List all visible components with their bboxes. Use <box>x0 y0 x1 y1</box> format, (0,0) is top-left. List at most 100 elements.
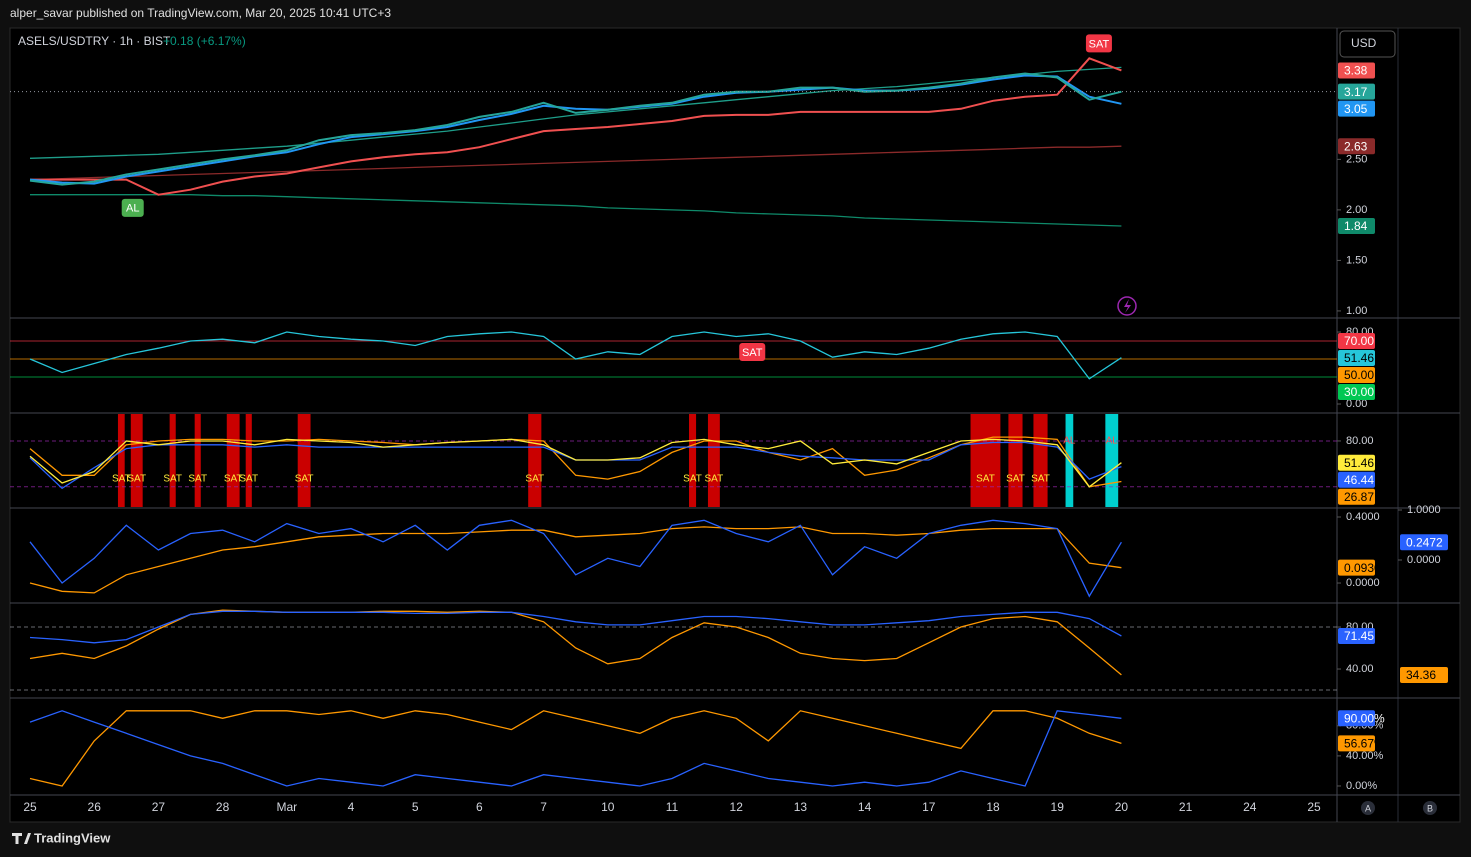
series-line <box>29 609 1122 676</box>
annotation-box <box>1085 34 1112 53</box>
x-tick-label: 5 <box>412 800 419 814</box>
x-tick-label: 10 <box>601 800 615 814</box>
header-text: alper_savar published on TradingView.com… <box>10 6 391 20</box>
series-line <box>29 438 1122 488</box>
price-label: 51.46 <box>1344 351 1374 365</box>
y-tick-label: 1.00 <box>1346 305 1367 317</box>
logo <box>12 833 31 844</box>
signal-band <box>1008 414 1023 507</box>
price-label: 1.84 <box>1344 219 1368 233</box>
price-label-box <box>1338 62 1375 79</box>
signal-band <box>970 414 1001 507</box>
x-tick-label: 19 <box>1051 800 1065 814</box>
signal-label: SAT <box>163 474 182 485</box>
price-label: 56.67% <box>1344 737 1385 751</box>
series-line <box>29 610 1122 644</box>
x-tick-label: 7 <box>540 800 547 814</box>
y-tick-label: 0.00 <box>1346 398 1367 410</box>
x-tick-label: 27 <box>152 800 166 814</box>
axis-button-label[interactable]: A <box>1365 803 1371 813</box>
signal-label: SAT <box>295 474 314 485</box>
series-line <box>29 436 1122 488</box>
price-label-box <box>1338 735 1375 752</box>
series-line <box>29 710 1122 787</box>
price-label: 51.46 <box>1344 456 1374 470</box>
price-label-box <box>1338 138 1375 155</box>
signal-band <box>689 414 697 507</box>
signal-band <box>226 414 240 507</box>
axis-button[interactable] <box>1361 801 1375 815</box>
signal-label: SAT <box>976 474 995 485</box>
price-label: 0.2472 <box>1406 535 1443 549</box>
x-tick-label: 26 <box>88 800 102 814</box>
x-tick-label: 6 <box>476 800 483 814</box>
price-label-box <box>1400 666 1448 683</box>
x-tick-label: 12 <box>730 800 744 814</box>
x-tick-label: 25 <box>23 800 37 814</box>
series-line <box>30 194 1122 227</box>
y-tick-label: 40.00% <box>1346 750 1384 762</box>
signal-label: SAT <box>683 474 702 485</box>
price-label-box <box>1338 559 1375 576</box>
signal-label: SAT <box>525 474 544 485</box>
price-label: 3.17 <box>1344 85 1368 99</box>
signal-band <box>245 414 252 507</box>
price-label: 71.45 <box>1344 629 1374 643</box>
annotation-label: SAT <box>1089 38 1110 50</box>
signal-band <box>1033 414 1048 507</box>
series-line <box>30 57 1122 196</box>
signal-band <box>117 414 125 507</box>
price-label-box <box>1338 100 1375 117</box>
signal-label: SAT <box>705 474 724 485</box>
signal-band <box>194 414 201 507</box>
series-line <box>29 526 1122 594</box>
price-label-box <box>1338 218 1375 235</box>
y-tick-label: 0.00% <box>1346 780 1377 792</box>
y-tick-label: 2.00 <box>1346 204 1367 216</box>
x-tick-label: 24 <box>1243 800 1257 814</box>
price-label-box <box>1338 333 1375 350</box>
x-tick-label: 18 <box>986 800 1000 814</box>
y-tick-label: 40.00 <box>1346 663 1374 675</box>
change: +0.18 (+6.17%) <box>163 34 246 48</box>
series-line <box>29 145 1122 181</box>
signal-label: SAT <box>1031 474 1050 485</box>
y2-tick-label: 0.0000 <box>1407 554 1441 566</box>
series-line <box>29 519 1122 598</box>
y2-tick-label: 1.0000 <box>1407 504 1441 516</box>
price-label-box <box>1338 488 1375 505</box>
signal-band <box>130 414 143 507</box>
annotation-label: AL <box>126 203 139 215</box>
y-tick-label: 1.50 <box>1346 254 1367 266</box>
alert-icon[interactable] <box>1117 296 1137 316</box>
x-tick-label: 11 <box>666 800 679 814</box>
price-label: 34.36 <box>1406 668 1436 682</box>
x-tick-label: 17 <box>922 800 936 814</box>
x-tick-label: Mar <box>276 800 297 814</box>
axis-button[interactable] <box>1423 801 1437 815</box>
currency[interactable]: USD <box>1351 36 1377 50</box>
alert-bolt <box>1124 299 1131 313</box>
price-label-box <box>1338 454 1375 471</box>
x-tick-label: 20 <box>1115 800 1129 814</box>
x-tick-label: 14 <box>858 800 872 814</box>
annotation-box <box>739 343 766 362</box>
price-label: 3.38 <box>1344 64 1368 78</box>
price-label-box <box>1338 83 1375 100</box>
price-label: 26.87 <box>1344 490 1374 504</box>
y-tick-label: 80.00 <box>1346 435 1374 447</box>
price-label-box <box>1338 384 1375 401</box>
series-line <box>29 66 1122 159</box>
signal-band <box>297 414 311 507</box>
series-line <box>29 331 1122 380</box>
price-label-box <box>1338 710 1375 727</box>
price-label: 70.00 <box>1344 334 1374 348</box>
brand: TradingView <box>34 830 111 845</box>
signal-band <box>169 414 176 507</box>
currency-button[interactable] <box>1339 30 1396 58</box>
price-label: 3.05 <box>1344 102 1368 116</box>
symbol: ASELS/USDTRY · 1h · BIST <box>18 34 171 48</box>
axis-button-label[interactable]: B <box>1427 803 1433 813</box>
